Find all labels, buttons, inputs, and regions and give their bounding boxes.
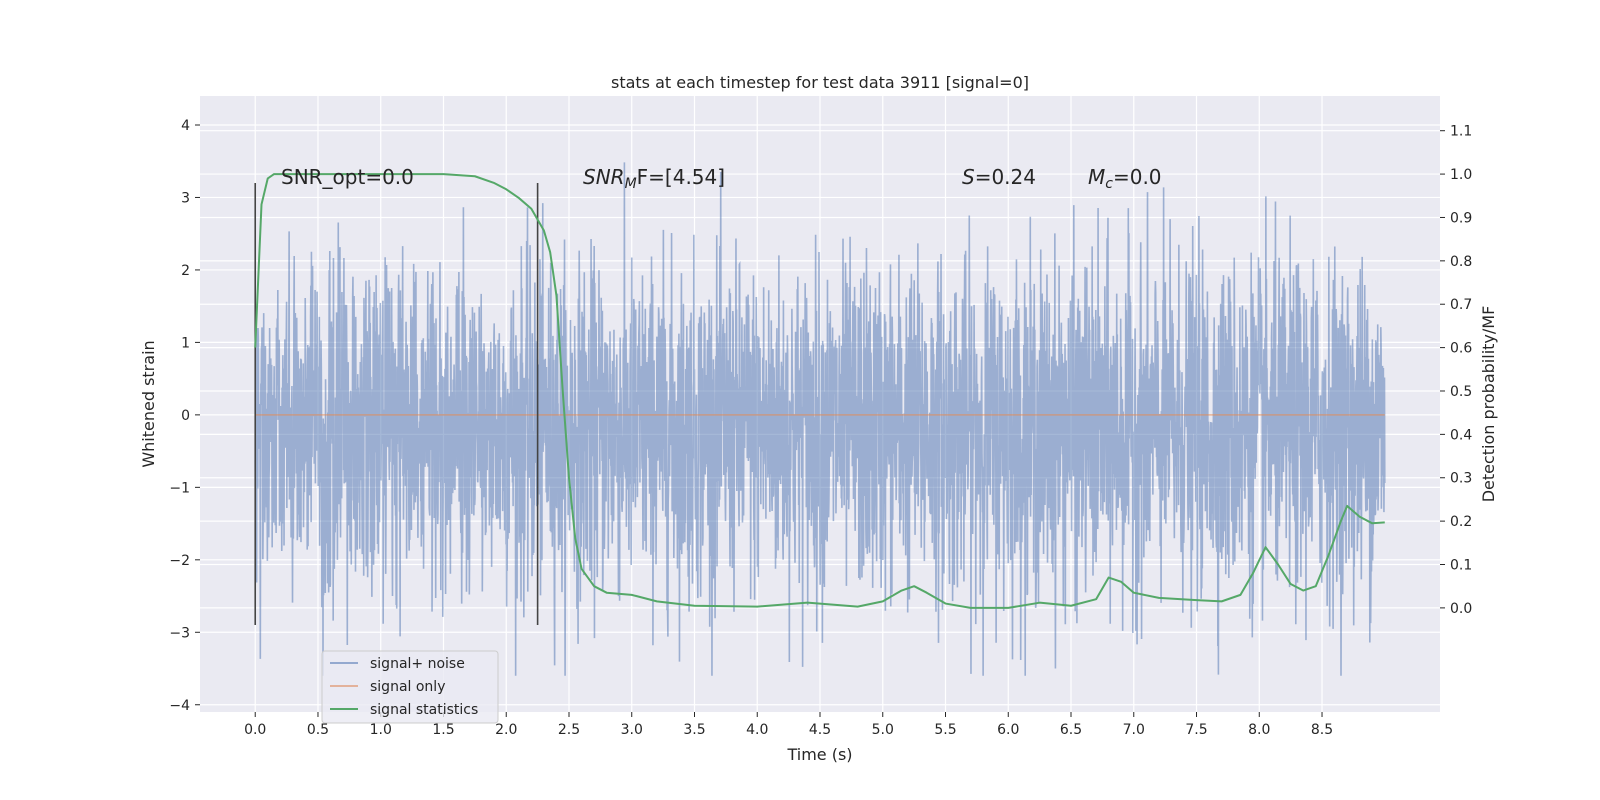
y-tick-label: −3 [169, 625, 190, 641]
y2-axis-label: Detection probability/MF [1479, 306, 1498, 503]
x-tick-label: 0.5 [307, 722, 329, 738]
annotation-s: S=0.24 [962, 165, 1036, 189]
y2-tick-label: 0.6 [1450, 341, 1472, 357]
x-tick-label: 8.5 [1311, 722, 1333, 738]
x-tick-label: 2.0 [495, 722, 517, 738]
x-axis: 0.0 0.5 1.0 1.5 2.0 2.5 3.0 3.5 4.0 4.5 5.0 5.5 6.0 6… [244, 712, 1333, 738]
y2-tick-label: 0.4 [1450, 427, 1472, 443]
y-tick-label: 3 [181, 190, 190, 206]
x-tick-label: 1.0 [370, 722, 392, 738]
legend-box [321, 650, 499, 724]
y-axis-left: −4 −3 −2 −1 0 1 2 3 4 [169, 118, 200, 714]
x-tick-label: 3.0 [621, 722, 643, 738]
y-tick-label: −4 [169, 698, 190, 714]
x-tick-label: 6.0 [997, 722, 1019, 738]
x-axis-label: Time (s) [786, 745, 852, 764]
y-tick-label: 2 [181, 263, 190, 279]
x-tick-label: 7.5 [1185, 722, 1207, 738]
legend: signal+ noise signal only signal statist… [321, 650, 499, 724]
series-signal-noise [254, 162, 1386, 676]
annotations: SNR_opt=0.0 SNRMF=[4.54] S=0.24 Mc=0.0 [281, 165, 1162, 192]
x-tick-label: 3.5 [683, 722, 705, 738]
noise-trace [254, 162, 1386, 676]
y-tick-label: −1 [169, 480, 190, 496]
chart-title: stats at each timestep for test data 391… [611, 73, 1029, 92]
x-tick-label: 0.0 [244, 722, 266, 738]
x-tick-label: 1.5 [432, 722, 454, 738]
y-axis-right: 0.0 0.1 0.2 0.3 0.4 0.5 0.6 0.7 0.8 0.9 1.0 1.1 [1440, 124, 1472, 617]
y2-tick-label: 1.1 [1450, 124, 1472, 140]
legend-label-signal-statistics: signal statistics [370, 702, 478, 718]
y2-tick-label: 0.0 [1450, 601, 1472, 617]
x-tick-label: 5.5 [934, 722, 956, 738]
y2-tick-label: 0.8 [1450, 254, 1472, 270]
y-tick-label: 4 [181, 118, 190, 134]
y2-tick-label: 0.7 [1450, 297, 1472, 313]
x-tick-label: 7.0 [1123, 722, 1145, 738]
series-signal-statistics [254, 173, 1385, 609]
legend-label-signal-only: signal only [370, 679, 445, 695]
annotation-mc: Mc=0.0 [1088, 165, 1162, 192]
vertical-markers [254, 182, 539, 626]
y2-tick-label: 0.9 [1450, 210, 1472, 226]
y2-tick-label: 1.0 [1450, 167, 1472, 183]
x-tick-label: 4.0 [746, 722, 768, 738]
x-tick-label: 4.5 [809, 722, 831, 738]
legend-label-signal-noise: signal+ noise [370, 656, 465, 672]
annotation-snr-opt: SNR_opt=0.0 [281, 165, 414, 189]
y2-tick-label: 0.5 [1450, 384, 1472, 400]
y-axis-label: Whitened strain [139, 340, 158, 467]
x-tick-label: 6.5 [1060, 722, 1082, 738]
annotation-snr-mf: SNRMF=[4.54] [583, 165, 725, 192]
y-tick-label: −2 [169, 553, 190, 569]
signal-statistics-line [254, 173, 1385, 609]
x-tick-label: 5.0 [872, 722, 894, 738]
y-tick-label: 1 [181, 335, 190, 351]
y2-tick-label: 0.3 [1450, 471, 1472, 487]
x-tick-label: 8.0 [1248, 722, 1270, 738]
y2-tick-label: 0.2 [1450, 514, 1472, 530]
x-tick-label: 2.5 [558, 722, 580, 738]
y-tick-label: 0 [181, 408, 190, 424]
y2-tick-label: 0.1 [1450, 558, 1472, 574]
